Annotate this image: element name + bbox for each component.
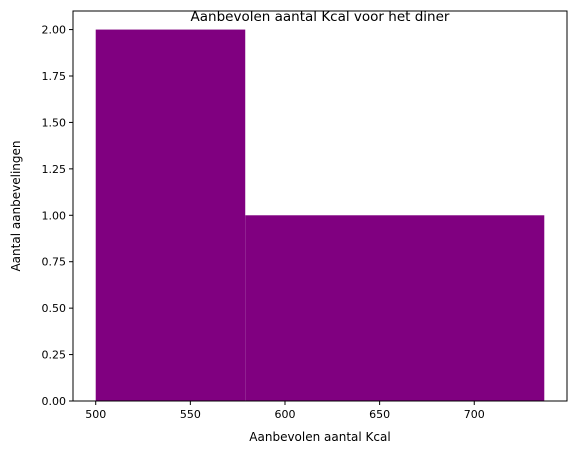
histogram-bar-2 bbox=[245, 215, 545, 401]
x-tick-label: 500 bbox=[85, 408, 106, 421]
y-tick-label: 2.00 bbox=[42, 24, 67, 37]
plot-frame bbox=[72, 10, 568, 402]
x-tick-label: 600 bbox=[274, 408, 295, 421]
y-axis-label: Aantal aanbevelingen bbox=[9, 140, 23, 271]
x-axis-ticks: 500 550 600 650 700 bbox=[85, 401, 485, 421]
y-tick-label: 1.00 bbox=[42, 209, 67, 222]
y-tick-label: 0.50 bbox=[42, 302, 67, 315]
x-tick-label: 550 bbox=[180, 408, 201, 421]
y-tick-label: 1.75 bbox=[42, 70, 67, 83]
y-tick-label: 0.00 bbox=[42, 395, 67, 408]
x-tick-label: 700 bbox=[464, 408, 485, 421]
y-tick-label: 0.75 bbox=[42, 256, 67, 269]
y-tick-label: 1.50 bbox=[42, 116, 67, 129]
chart-title: Aanbevolen aantal Kcal voor het diner bbox=[191, 9, 450, 25]
y-tick-label: 0.25 bbox=[42, 349, 67, 362]
y-tick-label: 1.25 bbox=[42, 163, 67, 176]
histogram-bar-1 bbox=[95, 29, 246, 401]
x-tick-label: 650 bbox=[369, 408, 390, 421]
y-axis-ticks: 0.00 0.25 0.50 0.75 1.00 1.25 1.50 1.75 2.00 bbox=[42, 24, 73, 408]
bars-group bbox=[95, 29, 545, 401]
x-axis-label: Aanbevolen aantal Kcal bbox=[249, 430, 390, 444]
